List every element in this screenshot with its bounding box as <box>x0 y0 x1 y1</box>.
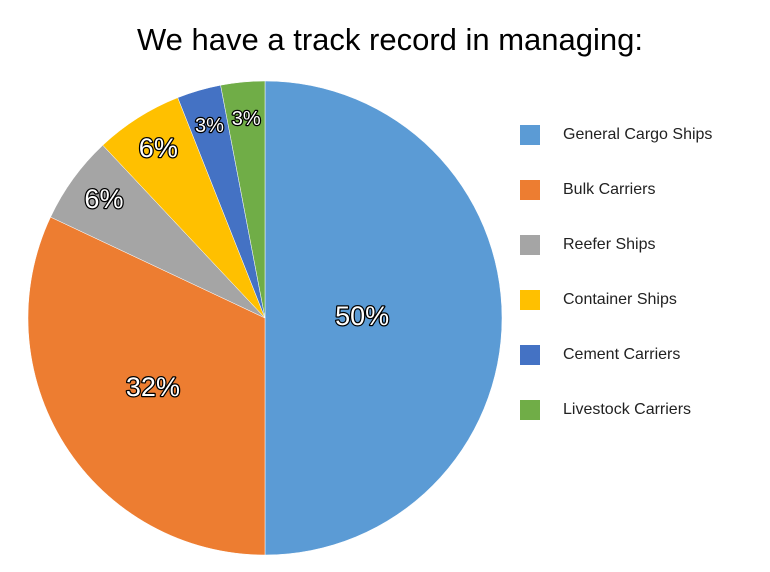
legend-label: Reefer Ships <box>563 236 656 253</box>
data-label: 50% <box>335 301 389 331</box>
data-label: 32% <box>126 372 180 402</box>
data-label: 6% <box>139 133 178 163</box>
legend-swatch <box>520 235 540 255</box>
legend-label: Bulk Carriers <box>563 181 655 198</box>
data-label: 3% <box>232 108 261 130</box>
legend-swatch <box>520 290 540 310</box>
pie-slice <box>220 80 266 319</box>
legend-label: General Cargo Ships <box>563 126 712 143</box>
pie-slice <box>27 216 266 556</box>
chart-title: We have a track record in managing: <box>137 22 643 57</box>
legend-label: Livestock Carriers <box>563 401 691 418</box>
pie-slice <box>264 80 503 556</box>
legend-swatch <box>520 345 540 365</box>
legend-label: Container Ships <box>563 291 677 308</box>
legend-swatch <box>520 180 540 200</box>
data-label: 6% <box>84 184 123 214</box>
legend-swatch <box>520 125 540 145</box>
legend-swatch <box>520 400 540 420</box>
legend-label: Cement Carriers <box>563 346 680 363</box>
data-label: 3% <box>195 115 224 137</box>
